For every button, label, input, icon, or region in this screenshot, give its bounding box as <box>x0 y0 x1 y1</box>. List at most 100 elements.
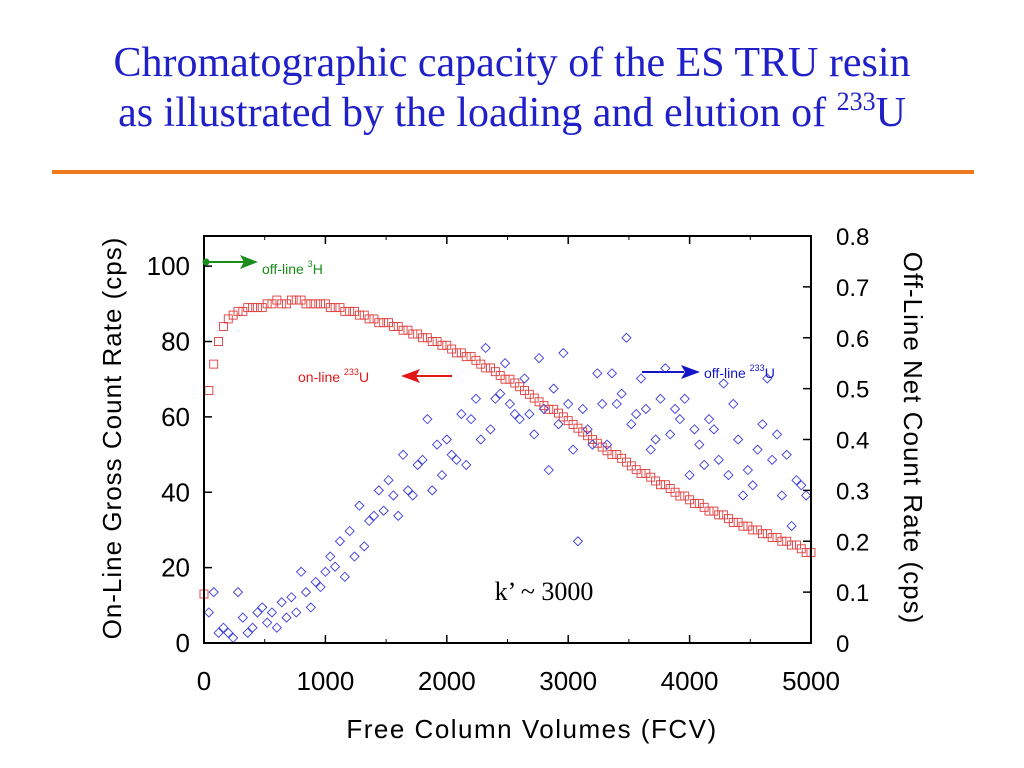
off-line-point <box>271 622 282 633</box>
on-line-point <box>481 363 491 373</box>
x-tick-label: 5000 <box>782 666 840 696</box>
off-line-point <box>485 424 496 435</box>
y2-tick-label: 0.2 <box>836 529 869 556</box>
off-line-point <box>771 429 783 440</box>
title-line-2-text: as illustrated by the loading and elutio… <box>118 90 837 136</box>
off-line-point <box>587 439 598 450</box>
off-line-point <box>577 403 588 415</box>
off-line-point <box>456 408 467 420</box>
off-line-point <box>286 592 297 603</box>
on-line-point <box>316 299 325 309</box>
off-line-point <box>509 408 520 420</box>
on-line-point <box>656 480 665 490</box>
off-line-3H-arrowhead <box>240 255 258 269</box>
off-line-point <box>451 454 462 465</box>
off-line-point <box>548 383 559 394</box>
off-line-point <box>441 434 452 445</box>
off-line-point <box>281 612 292 623</box>
off-line-point <box>490 393 501 404</box>
on-line-point <box>345 306 355 316</box>
on-line-233U-element: U <box>359 369 369 385</box>
on-line-233U-arrowhead <box>401 369 420 383</box>
on-line-point <box>418 333 427 343</box>
off-line-3H-label: off-line 3H <box>262 259 323 277</box>
off-line-point <box>378 505 389 516</box>
x-tick-label: 0 <box>197 666 211 696</box>
on-line-point <box>714 510 724 520</box>
on-line-point <box>301 299 311 309</box>
off-line-point <box>567 444 579 455</box>
on-line-point <box>374 318 384 328</box>
y2-tick-label: 0.5 <box>836 377 869 404</box>
off-line-point <box>747 480 758 491</box>
off-line-point <box>655 393 666 404</box>
on-line-point <box>340 306 350 316</box>
off-line-3H-annotation: off-line 3H <box>202 255 323 277</box>
off-line-point <box>208 586 219 598</box>
off-line-point <box>572 536 584 547</box>
title-line-2: as illustrated by the loading and elutio… <box>0 88 1024 138</box>
off-line-point <box>291 607 302 618</box>
y2-tick-label: 0.1 <box>836 580 869 607</box>
off-line-point <box>359 541 370 552</box>
off-line-point <box>315 581 326 593</box>
off-line-point <box>723 469 734 481</box>
off-line-point <box>412 459 423 471</box>
on-line-point <box>218 321 228 331</box>
off-line-3H-element: H <box>313 261 323 277</box>
off-line-point <box>621 332 632 343</box>
off-line-point <box>397 449 409 460</box>
off-line-point <box>203 607 214 618</box>
off-line-point <box>791 475 802 486</box>
off-line-point <box>310 576 321 588</box>
off-line-point <box>684 469 695 481</box>
x-tick-label: 3000 <box>539 666 597 696</box>
off-line-point <box>431 439 443 450</box>
y-tick-label: 20 <box>161 553 190 583</box>
on-line-point <box>437 340 447 350</box>
on-line-point <box>204 386 214 395</box>
off-line-point <box>689 424 700 435</box>
on-line-233U-annotation: on-line 233U <box>298 367 452 385</box>
off-line-point <box>242 627 253 638</box>
y2-tick-label: 0 <box>836 631 849 658</box>
y-tick-label: 60 <box>161 402 190 432</box>
y-tick-label: 100 <box>147 251 190 281</box>
y2-tick-label: 0.4 <box>836 428 869 455</box>
on-line-point <box>243 303 253 313</box>
off-line-point <box>582 424 593 435</box>
on-line-point <box>311 299 321 309</box>
on-line-point <box>286 295 296 305</box>
on-line-point <box>777 536 787 546</box>
on-line-point <box>398 325 408 335</box>
off-line-233U-sup: 233 <box>750 363 765 373</box>
x-tick-label: 4000 <box>661 666 719 696</box>
off-line-point <box>276 597 287 608</box>
axes: 0 1000 2000 3000 4000 500002040608010000.10.2… <box>147 224 870 696</box>
off-line-233U-text: off-line <box>704 365 750 381</box>
off-line-point <box>422 414 433 425</box>
on-line-point <box>354 310 364 320</box>
off-line-point <box>776 490 788 501</box>
title-line-1: Chromatographic capacity of the ES TRU r… <box>113 40 911 86</box>
off-line-point <box>694 439 705 450</box>
on-line-point <box>233 306 243 316</box>
off-line-point <box>417 454 428 465</box>
on-line-point <box>325 303 335 313</box>
on-line-point <box>379 318 389 328</box>
off-line-point <box>402 485 414 496</box>
off-line-point <box>665 429 676 440</box>
off-line-233U-arrowhead <box>681 365 700 379</box>
off-line-point <box>679 393 690 404</box>
y2-tick-label: 0.7 <box>836 275 869 302</box>
off-line-point <box>699 459 710 471</box>
off-line-point <box>247 622 258 633</box>
off-line-point <box>703 414 715 425</box>
on-line-point <box>787 540 797 550</box>
off-line-point <box>538 403 550 415</box>
on-line-233U-series <box>199 295 816 599</box>
off-line-point <box>601 439 613 450</box>
off-line-point <box>597 398 608 410</box>
y-tick-label: 80 <box>161 327 190 357</box>
off-line-point <box>742 464 754 476</box>
